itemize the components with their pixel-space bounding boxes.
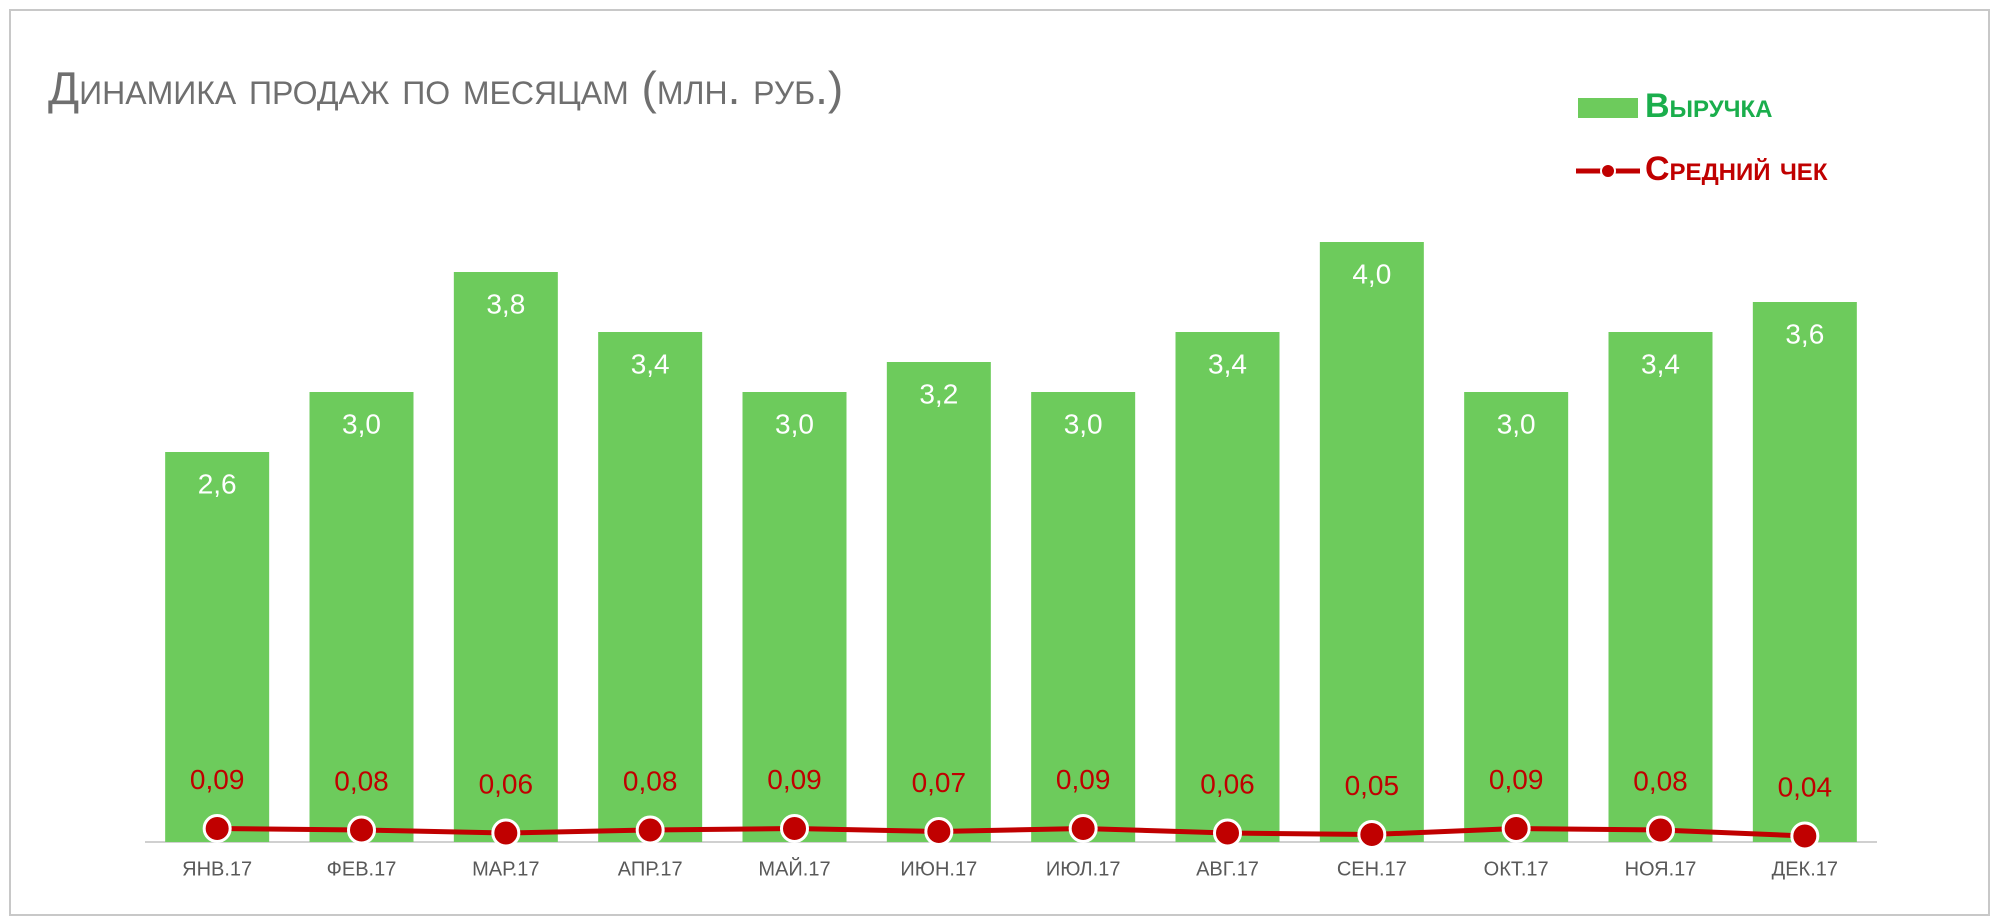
bar: [598, 332, 703, 842]
x-tick-label: АПР.17: [618, 858, 683, 880]
line-point: [780, 814, 809, 843]
line-point: [347, 815, 376, 845]
line-value-label: 0,06: [479, 768, 534, 799]
line-point: [202, 814, 232, 843]
line-point: [491, 818, 521, 848]
x-tick-label: ФЕВ.17: [327, 858, 397, 880]
x-tick-label: АВГ.17: [1196, 858, 1259, 880]
bar-value-label: 3,6: [1785, 318, 1824, 349]
bar-value-label: 3,4: [1641, 348, 1680, 379]
x-tick-label: ИЮЛ.17: [1046, 858, 1121, 880]
bar: [742, 392, 847, 842]
line-point: [635, 815, 665, 845]
legend-swatch-point: [1600, 163, 1616, 179]
bar: [309, 392, 414, 842]
x-tick-label: ДЕК.17: [1772, 858, 1838, 880]
x-tick-label: ИЮН.17: [900, 858, 977, 880]
bar-value-label: 3,2: [919, 378, 958, 409]
bar: [886, 362, 991, 842]
line-value-label: 0,04: [1778, 771, 1833, 802]
bar-value-label: 3,4: [631, 348, 670, 379]
x-tick-label: МАР.17: [472, 858, 539, 880]
x-tick-label: ОКТ.17: [1484, 858, 1549, 880]
line-point: [1068, 814, 1098, 843]
line-point: [1790, 821, 1820, 851]
bar: [1464, 392, 1569, 842]
line-point: [1646, 815, 1675, 845]
line-point: [1501, 814, 1531, 843]
bar: [1175, 332, 1280, 842]
bar: [1031, 392, 1136, 842]
bar: [453, 272, 558, 842]
line-value-label: 0,09: [767, 764, 822, 795]
bar-value-label: 3,0: [1064, 408, 1103, 439]
line: [217, 825, 1805, 839]
line-point: [1357, 820, 1387, 849]
legend-label: Средний чек: [1645, 150, 1828, 188]
line-value-label: 0,08: [1633, 765, 1688, 796]
line-value-label: 0,08: [334, 765, 389, 796]
chart-title: Динамика продаж по месяцам (млн. руб.): [48, 62, 843, 114]
bar-value-label: 3,0: [1497, 408, 1536, 439]
bar-value-label: 3,0: [342, 408, 381, 439]
bar-value-label: 3,8: [486, 288, 525, 319]
bar: [165, 452, 270, 842]
line-value-label: 0,08: [623, 765, 678, 796]
line-point: [1213, 818, 1242, 848]
bar-value-label: 2,6: [198, 468, 237, 499]
line-value-label: 0,06: [1200, 768, 1255, 799]
x-tick-label: СЕН.17: [1337, 858, 1407, 880]
bar: [1608, 332, 1713, 842]
x-tick-label: ЯНВ.17: [182, 858, 252, 880]
line-value-label: 0,05: [1345, 770, 1400, 801]
line-value-label: 0,09: [1489, 764, 1544, 795]
line-value-label: 0,09: [1056, 764, 1111, 795]
bar: [1752, 302, 1857, 842]
bar-value-label: 4,0: [1352, 258, 1391, 289]
line-value-label: 0,07: [912, 767, 967, 798]
x-tick-label: НОЯ.17: [1625, 858, 1697, 880]
line-value-label: 0,09: [190, 764, 245, 795]
bar-value-label: 3,4: [1208, 348, 1247, 379]
line-point: [924, 817, 954, 846]
x-tick-label: МАЙ.17: [758, 856, 830, 880]
bar-value-label: 3,0: [775, 408, 814, 439]
legend-swatch: [1578, 98, 1638, 118]
legend-label: Выручка: [1645, 87, 1773, 125]
bar: [1319, 242, 1424, 842]
